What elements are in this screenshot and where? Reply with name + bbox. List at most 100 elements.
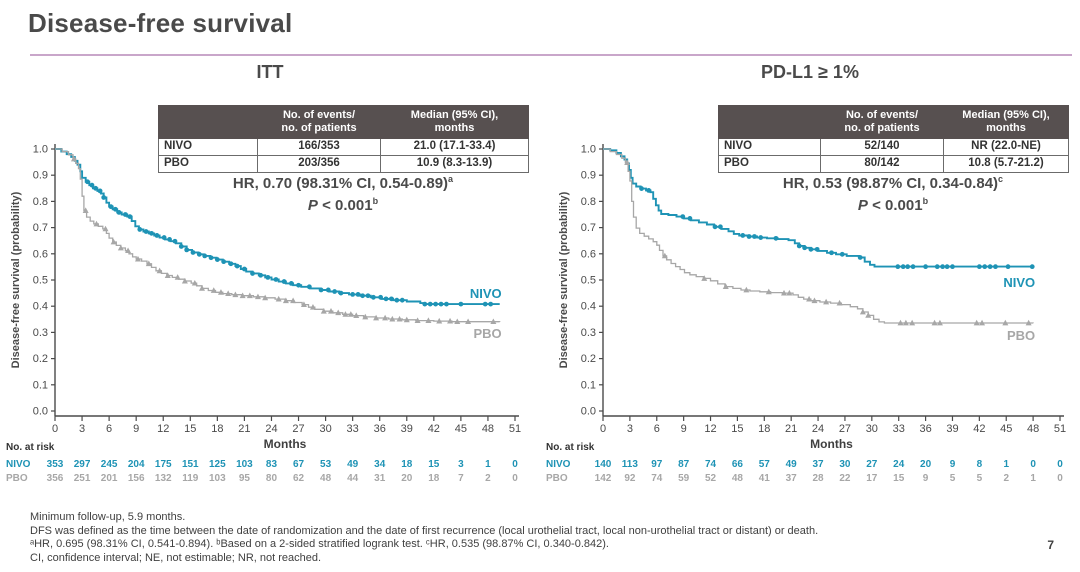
- censor-mark: [973, 319, 980, 326]
- stats-value-cell: 21.0 (17.1-33.4): [380, 138, 529, 157]
- x-tick-label: 3: [79, 423, 85, 435]
- p-footnote-marker: b: [372, 196, 379, 206]
- at-risk-value: 125: [209, 459, 226, 470]
- censor-mark: [758, 235, 764, 240]
- censor-mark: [931, 319, 938, 326]
- x-tick-label: 15: [731, 423, 743, 435]
- censor-mark: [97, 188, 103, 194]
- censor-mark: [902, 319, 909, 326]
- censor-mark: [859, 308, 866, 315]
- censor-mark: [167, 236, 172, 242]
- censor-mark: [306, 284, 312, 290]
- censor-mark: [717, 224, 723, 230]
- at-risk-value: 67: [293, 459, 305, 470]
- x-tick-label: 39: [401, 423, 413, 435]
- x-tick-label: 36: [374, 423, 386, 435]
- x-tick-label: 21: [238, 423, 250, 435]
- at-risk-value: 9: [950, 459, 956, 470]
- censor-mark: [1005, 264, 1011, 270]
- at-risk-value: 80: [266, 473, 278, 484]
- at-risk-row-name: PBO: [6, 473, 28, 484]
- censor-mark: [275, 295, 282, 302]
- censor-mark: [365, 293, 371, 299]
- at-risk-row-name: NIVO: [546, 459, 571, 470]
- at-risk-value: 49: [786, 459, 798, 470]
- censor-mark: [458, 301, 464, 307]
- at-risk-value: 37: [812, 459, 824, 470]
- panel-pdl1: 0.0 0.1 0.2 0.3 0.4 0.5 0.6 0.7 0.8 0.9 1.0 0 3 6 9 12 1…: [540, 0, 1080, 572]
- at-risk-value: 66: [732, 459, 744, 470]
- at-risk-value: 0: [1057, 459, 1063, 470]
- stats-value-cell: 80/142: [820, 155, 944, 173]
- footnote-line: CI, confidence interval; NE, not estimab…: [30, 551, 322, 564]
- curve-label-pbo: PBO: [1007, 328, 1035, 343]
- censor-mark: [765, 288, 772, 295]
- censor-mark: [438, 301, 444, 307]
- y-tick-label: 0.0: [33, 406, 48, 418]
- censor-mark: [161, 235, 167, 240]
- y-tick-label: 0.8: [581, 196, 596, 208]
- censor-mark: [950, 264, 955, 270]
- stats-header-cell: [718, 104, 821, 140]
- censor-mark: [262, 294, 269, 301]
- hazard-ratio-text-itt: HR, 0.70 (98.31% CI, 0.54-0.89)a: [158, 174, 528, 192]
- censor-mark: [108, 204, 114, 210]
- x-tick-label: 9: [133, 423, 139, 435]
- censor-mark: [350, 292, 356, 297]
- censor-mark: [982, 264, 988, 270]
- at-risk-value: 74: [651, 473, 663, 484]
- survival-curve-nivo: [603, 148, 1035, 268]
- x-axis-title: Months: [810, 437, 853, 451]
- y-tick-label: 0.9: [33, 170, 48, 182]
- censor-mark: [117, 244, 124, 251]
- at-risk-value: 15: [428, 459, 440, 470]
- censor-mark: [149, 230, 154, 236]
- censor-mark: [740, 233, 746, 238]
- hr-footnote-marker: a: [448, 174, 454, 184]
- censor-mark: [987, 264, 993, 270]
- at-risk-value: 356: [47, 473, 64, 484]
- y-tick-label: 0.9: [581, 170, 596, 182]
- censor-mark: [905, 264, 911, 270]
- censor-mark: [234, 263, 240, 269]
- at-risk-value: 44: [347, 473, 359, 484]
- censor-mark: [199, 285, 206, 291]
- censor-mark: [680, 214, 686, 219]
- at-risk-value: 113: [622, 459, 639, 470]
- y-tick-label: 0.2: [33, 353, 48, 365]
- x-tick-label: 0: [600, 423, 606, 435]
- censor-mark: [258, 272, 264, 278]
- censor-mark: [806, 295, 813, 302]
- x-tick-label: 39: [946, 423, 958, 435]
- censor-mark: [265, 274, 271, 280]
- censor-mark: [444, 301, 449, 307]
- y-tick-label: 0.7: [33, 222, 48, 234]
- at-risk-value: 1: [1030, 473, 1036, 484]
- y-tick-label: 0.5: [581, 275, 596, 287]
- at-risk-value: 156: [128, 473, 145, 484]
- censor-mark: [174, 274, 181, 280]
- censor-mark: [900, 264, 906, 270]
- censor-mark: [414, 317, 421, 324]
- censor-mark: [85, 179, 90, 185]
- censor-mark: [181, 277, 188, 284]
- censor-mark: [940, 264, 946, 270]
- censor-mark: [143, 229, 149, 234]
- censor-mark: [646, 187, 652, 193]
- x-tick-label: 24: [812, 423, 824, 435]
- stats-row: PBO 203/356 10.9 (8.3-13.9): [158, 155, 529, 173]
- at-risk-value: 103: [209, 473, 226, 484]
- censor-mark: [394, 297, 400, 303]
- censor-mark: [422, 301, 428, 307]
- page-number: 7: [1047, 538, 1054, 552]
- at-risk-value: 245: [101, 459, 118, 470]
- hr-value: HR, 0.70 (98.31% CI, 0.54-0.89): [232, 175, 449, 192]
- stats-header-cell: No. of events/ no. of patients: [820, 104, 944, 140]
- at-risk-value: 0: [1057, 473, 1063, 484]
- y-axis-title: Disease-free survival (probability): [10, 191, 22, 368]
- p-value-text-itt: P < 0.001b: [158, 196, 528, 214]
- at-risk-value: 37: [786, 473, 798, 484]
- censor-mark: [184, 247, 190, 253]
- at-risk-row-name: NIVO: [6, 459, 31, 470]
